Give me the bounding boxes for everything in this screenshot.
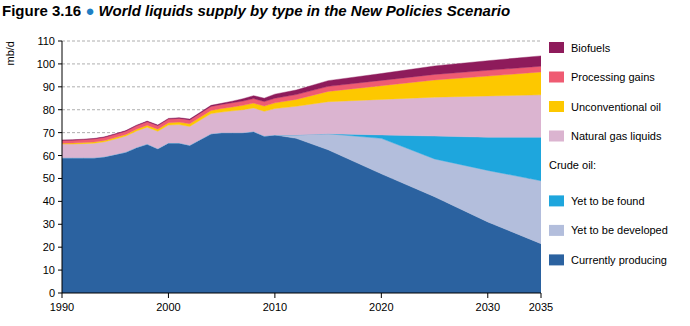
area	[62, 72, 541, 144]
y-tick-label: 50	[43, 172, 55, 184]
areas	[62, 56, 541, 293]
y-tick-label: 20	[43, 241, 55, 253]
legend-label: Unconventional oil	[571, 101, 661, 113]
legend-swatch	[549, 254, 564, 265]
legend-swatch	[549, 42, 564, 53]
y-tick	[58, 293, 62, 294]
legend-swatch	[549, 101, 564, 112]
y-tick-label: 10	[43, 264, 55, 276]
y-tick	[58, 109, 62, 110]
grid-line	[62, 41, 541, 42]
x-tick	[62, 293, 63, 298]
legend-label: Natural gas liquids	[571, 130, 662, 142]
y-tick-label: 60	[43, 150, 55, 162]
y-tick-label: 110	[37, 35, 55, 47]
y-tick	[58, 41, 62, 42]
legend-heading: Crude oil:	[549, 159, 596, 171]
legend-swatch	[549, 225, 564, 236]
legend-swatch	[549, 131, 564, 142]
y-tick	[58, 270, 62, 271]
legend-label: Yet to be developed	[571, 224, 668, 236]
x-tick-label: 2035	[529, 301, 553, 313]
x-tick	[274, 293, 275, 298]
area	[62, 56, 541, 141]
y-tick-label: 30	[43, 218, 55, 230]
y-tick-label: 70	[43, 127, 55, 139]
y-tick-label: 100	[37, 58, 55, 70]
area	[62, 131, 541, 293]
y-tick-label: 80	[43, 104, 55, 116]
x-tick-label: 2030	[476, 301, 500, 313]
x-tick	[381, 293, 382, 298]
y-tick	[58, 155, 62, 156]
y-tick	[58, 224, 62, 225]
y-tick	[58, 178, 62, 179]
y-tick	[58, 132, 62, 133]
y-tick	[58, 201, 62, 202]
y-tick	[58, 247, 62, 248]
y-tick	[58, 86, 62, 87]
x-tick-label: 2010	[263, 301, 287, 313]
chart: Figure 3.16 ● World liquids supply by ty…	[0, 0, 690, 326]
y-tick-label: 40	[43, 195, 55, 207]
legend-swatch	[549, 72, 564, 83]
legend-label: Processing gains	[571, 71, 655, 83]
y-tick	[58, 63, 62, 64]
area	[62, 66, 541, 143]
x-tick	[541, 293, 542, 298]
y-axis	[62, 41, 63, 293]
legend-label: Currently producing	[571, 254, 667, 266]
legend-label: Biofuels	[571, 42, 611, 54]
x-tick-label: 2000	[156, 301, 180, 313]
x-tick-label: 2020	[369, 301, 393, 313]
x-tick	[487, 293, 488, 298]
y-axis-label: mb/d	[4, 41, 16, 65]
y-tick-label: 0	[49, 287, 55, 299]
y-tick-label: 90	[43, 81, 55, 93]
x-axis	[62, 293, 541, 294]
legend-swatch	[549, 195, 564, 206]
x-tick	[168, 293, 169, 298]
title: Figure 3.16 ● World liquids supply by ty…	[2, 2, 510, 19]
legend-label: Yet to be found	[571, 195, 645, 207]
x-tick-label: 1990	[50, 301, 74, 313]
